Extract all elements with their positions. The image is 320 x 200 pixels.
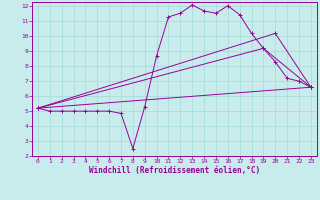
X-axis label: Windchill (Refroidissement éolien,°C): Windchill (Refroidissement éolien,°C) [89,166,260,175]
